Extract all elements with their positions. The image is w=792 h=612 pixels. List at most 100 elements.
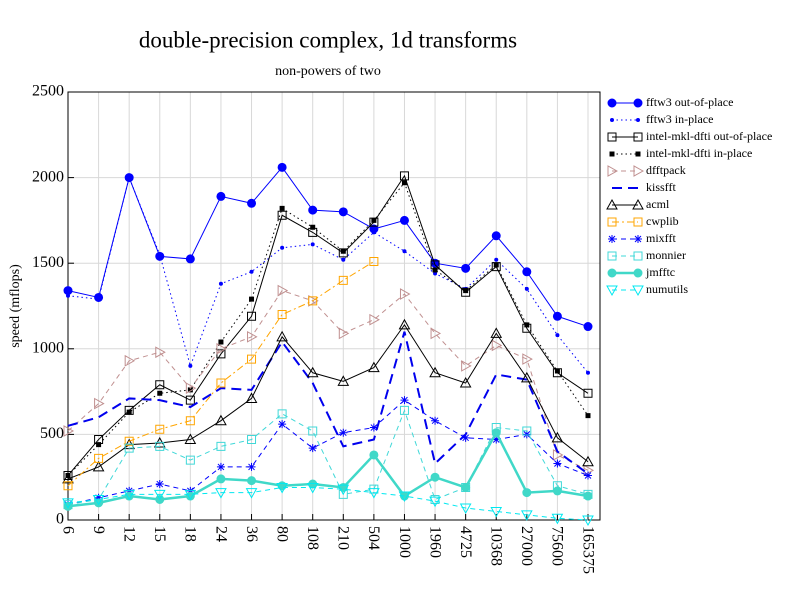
- data-point: [369, 423, 378, 432]
- data-point: [340, 248, 346, 254]
- data-point: [339, 428, 348, 437]
- data-point: [249, 269, 254, 274]
- legend-marker: [632, 198, 644, 210]
- x-tick-label: 24: [212, 526, 229, 542]
- data-point: [524, 322, 530, 328]
- x-tick-label: 75600: [549, 526, 566, 566]
- data-point: [63, 481, 73, 491]
- data-point: [215, 414, 227, 426]
- data-point: [430, 472, 440, 482]
- data-point: [247, 198, 257, 208]
- y-tick-label: 1500: [32, 254, 64, 271]
- data-point: [552, 311, 562, 321]
- legend-label: cwplib: [646, 214, 679, 228]
- x-tick-label: 108: [304, 526, 321, 550]
- data-point: [247, 435, 257, 445]
- data-point: [155, 346, 166, 359]
- data-point: [247, 462, 256, 471]
- data-point: [491, 231, 501, 241]
- data-point: [493, 262, 499, 268]
- data-point: [338, 275, 348, 285]
- x-tick-label: 504: [365, 526, 382, 550]
- legend-marker: [607, 251, 617, 261]
- legend-marker: [635, 151, 641, 157]
- data-point: [430, 260, 440, 270]
- data-point: [277, 162, 287, 172]
- data-point: [524, 286, 529, 291]
- data-point: [94, 493, 103, 502]
- series-line: [67, 323, 589, 480]
- data-point: [245, 392, 258, 403]
- data-point: [62, 472, 74, 484]
- x-tick-label: 210: [335, 526, 352, 550]
- data-point: [155, 480, 164, 489]
- data-point: [277, 210, 287, 220]
- data-point: [277, 310, 287, 320]
- legend-marker: [633, 98, 643, 108]
- data-point: [218, 339, 224, 345]
- chart-title: double-precision complex, 1d transforms: [139, 27, 517, 52]
- x-tick-label: 9: [90, 526, 107, 534]
- data-point: [278, 420, 287, 429]
- data-point: [63, 470, 73, 480]
- data-point: [586, 370, 590, 375]
- data-point: [94, 397, 105, 410]
- series-line: [67, 486, 589, 521]
- data-point: [429, 366, 441, 378]
- data-point: [277, 284, 289, 297]
- series-line: [67, 289, 589, 471]
- data-point: [520, 510, 533, 521]
- data-point: [554, 368, 560, 374]
- legend-label: monnier: [646, 248, 686, 262]
- data-point: [522, 353, 533, 365]
- legend-marker: [632, 285, 644, 297]
- data-point: [92, 460, 105, 472]
- data-point: [216, 474, 226, 484]
- x-tick-label: 165375: [579, 526, 596, 574]
- legend-label: jmfftc: [645, 265, 675, 279]
- data-point: [247, 476, 257, 486]
- data-point: [184, 489, 197, 501]
- data-point: [126, 409, 132, 415]
- data-point: [216, 441, 226, 451]
- data-point: [582, 515, 594, 527]
- data-point: [371, 230, 376, 235]
- data-point: [490, 506, 503, 518]
- legend-label: intel-mkl-dfti out-of-place: [646, 129, 772, 143]
- legend-label: dfftpack: [646, 163, 686, 177]
- data-point: [216, 191, 226, 201]
- data-point: [310, 224, 316, 230]
- series-line: [67, 331, 589, 475]
- series-line: [67, 430, 589, 508]
- legend-marker: [633, 217, 643, 227]
- data-point: [371, 217, 377, 223]
- data-point: [551, 513, 564, 525]
- legend-marker: [610, 118, 614, 122]
- data-point: [461, 360, 472, 372]
- data-point: [157, 252, 162, 257]
- legend-marker: [633, 268, 643, 278]
- data-point: [399, 171, 409, 181]
- data-point: [341, 257, 346, 262]
- data-point: [185, 254, 195, 264]
- data-point: [92, 494, 105, 506]
- data-point: [584, 471, 592, 480]
- data-point: [583, 322, 593, 332]
- data-point: [62, 498, 74, 509]
- data-point: [552, 486, 562, 496]
- data-point: [461, 263, 471, 273]
- data-point: [279, 205, 285, 211]
- legend-marker: [636, 118, 640, 122]
- legend-marker: [606, 285, 618, 297]
- data-point: [490, 327, 503, 338]
- data-point: [338, 207, 348, 217]
- data-point: [247, 311, 257, 321]
- y-axis-label: speed (mflops): [8, 264, 23, 348]
- data-point: [185, 455, 195, 465]
- data-point: [430, 327, 442, 340]
- data-point: [522, 488, 532, 498]
- series-line: [67, 181, 589, 476]
- data-point: [398, 318, 411, 330]
- data-point: [432, 267, 438, 273]
